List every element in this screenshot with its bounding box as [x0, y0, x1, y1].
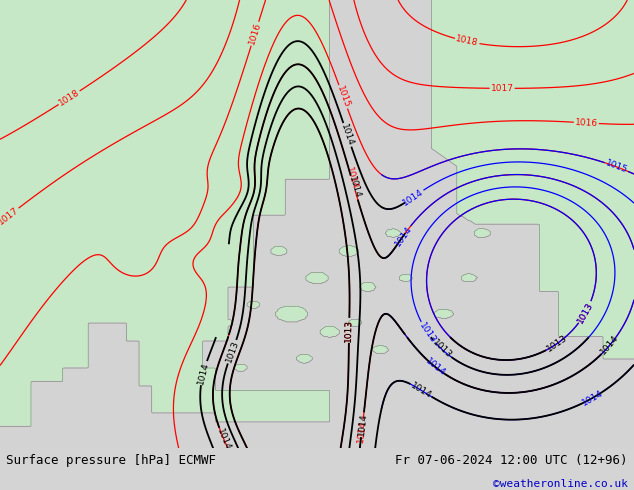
Text: 1015: 1015 [335, 84, 351, 109]
Text: 1014: 1014 [344, 167, 359, 191]
Text: 1014: 1014 [393, 224, 413, 248]
Text: 1013: 1013 [224, 340, 240, 364]
Text: 1014: 1014 [409, 381, 433, 400]
Text: 1013: 1013 [430, 338, 453, 360]
Text: 1014: 1014 [197, 361, 210, 385]
Text: 1014: 1014 [357, 413, 368, 437]
Text: Surface pressure [hPa] ECMWF: Surface pressure [hPa] ECMWF [6, 454, 216, 467]
Text: 1014: 1014 [347, 175, 362, 200]
Text: 1013: 1013 [576, 300, 595, 324]
Text: 1013: 1013 [545, 334, 569, 354]
Text: 1018: 1018 [455, 34, 479, 48]
Text: 1016: 1016 [574, 118, 598, 128]
Text: 1013: 1013 [576, 300, 595, 324]
Text: 1014: 1014 [424, 356, 447, 378]
Text: 1013: 1013 [344, 319, 354, 342]
Text: 1014: 1014 [216, 427, 233, 452]
Text: 1017: 1017 [0, 205, 20, 226]
Text: 1013: 1013 [417, 320, 438, 344]
Text: 1014: 1014 [339, 122, 355, 147]
Text: ©weatheronline.co.uk: ©weatheronline.co.uk [493, 479, 628, 489]
Text: 1014: 1014 [599, 333, 621, 357]
Text: 1014: 1014 [356, 419, 368, 443]
Text: Fr 07-06-2024 12:00 UTC (12+96): Fr 07-06-2024 12:00 UTC (12+96) [395, 454, 628, 467]
Text: 1016: 1016 [247, 22, 262, 46]
Text: 1014: 1014 [401, 187, 425, 207]
Text: 1014: 1014 [581, 388, 605, 407]
Text: 1017: 1017 [491, 84, 514, 93]
Text: 1018: 1018 [57, 88, 81, 108]
Text: 1013: 1013 [344, 319, 354, 342]
Text: 1015: 1015 [604, 159, 629, 175]
